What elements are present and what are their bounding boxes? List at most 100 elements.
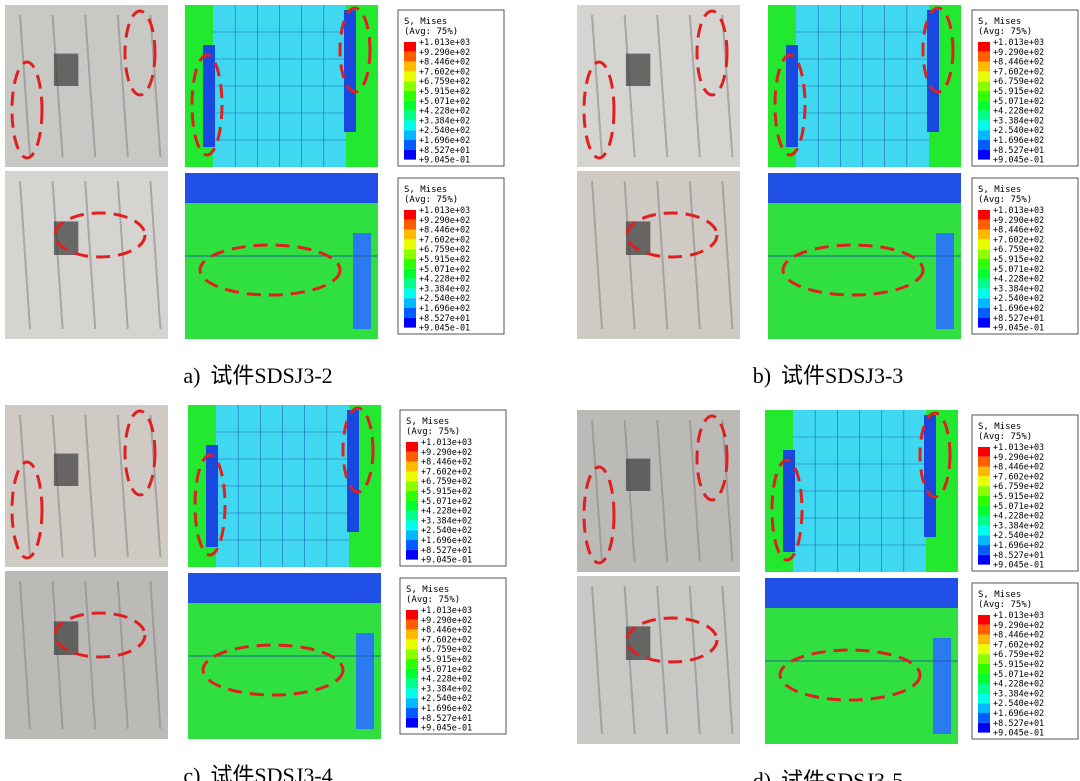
legend-level: +9.045e-01 xyxy=(419,324,470,334)
legend-swatch xyxy=(978,42,990,52)
legend-swatch xyxy=(406,500,418,511)
legend-level: +3.384e+02 xyxy=(993,116,1044,126)
legend-level: +5.071e+02 xyxy=(993,502,1044,512)
photo-detail xyxy=(656,419,669,563)
legend-level: +8.527e+01 xyxy=(993,146,1044,156)
legend-swatch xyxy=(978,110,990,121)
fea-region xyxy=(185,173,378,203)
photo-detail xyxy=(84,414,97,558)
legend-level: +7.602e+02 xyxy=(419,67,470,77)
legend-swatch xyxy=(978,486,990,496)
caption-label: a) xyxy=(183,363,200,388)
legend-swatch xyxy=(404,278,416,289)
legend-swatch xyxy=(406,481,418,491)
legend-level: +8.446e+02 xyxy=(993,631,1044,641)
legend-level: +2.540e+02 xyxy=(993,294,1044,304)
legend-level: +6.759e+02 xyxy=(421,477,472,487)
legend-level: +5.071e+02 xyxy=(993,97,1044,107)
fea-plate xyxy=(783,450,795,552)
photo-detail xyxy=(149,414,162,558)
marker-ellipse xyxy=(198,243,342,297)
photo-detail xyxy=(84,180,97,330)
legend-level: +5.915e+02 xyxy=(993,255,1044,265)
legend-level: +8.527e+01 xyxy=(421,714,472,724)
legend-swatch xyxy=(404,229,416,240)
legend-swatch xyxy=(406,530,418,540)
legend-swatch xyxy=(978,140,990,150)
legend-swatch xyxy=(978,259,990,269)
legend-swatch xyxy=(404,149,416,160)
marker-ellipse xyxy=(773,53,807,157)
legend-level: +1.696e+02 xyxy=(421,536,472,546)
legend-level: +8.446e+02 xyxy=(993,58,1044,68)
legend-level: +7.602e+02 xyxy=(993,67,1044,77)
marker-ellipse xyxy=(918,411,952,499)
legend-level: +3.384e+02 xyxy=(421,516,472,526)
legend-swatch xyxy=(406,717,418,728)
legend-level: +3.384e+02 xyxy=(421,684,472,694)
legend-level: +8.446e+02 xyxy=(419,226,470,236)
legend-swatch xyxy=(978,476,990,487)
legend-level: +9.290e+02 xyxy=(419,48,470,58)
legend-level: +7.602e+02 xyxy=(421,467,472,477)
legend-swatch xyxy=(406,639,418,650)
legend-swatch xyxy=(406,629,418,640)
legend-level: +2.540e+02 xyxy=(421,694,472,704)
legend-swatch xyxy=(978,91,990,101)
legend-level: +2.540e+02 xyxy=(993,126,1044,136)
legend-level: +7.602e+02 xyxy=(993,235,1044,245)
marker-ellipse xyxy=(123,409,157,497)
photo-detail xyxy=(84,14,97,158)
legend-title: S, Mises xyxy=(404,17,447,27)
legend-swatch xyxy=(978,219,990,230)
legend-level: +1.696e+02 xyxy=(993,541,1044,551)
legend-swatch xyxy=(404,249,416,259)
caption-text: 试件SDSJ3-3 xyxy=(781,363,903,388)
fea-region xyxy=(768,173,961,203)
legend-level: +9.045e-01 xyxy=(421,556,472,566)
photo-detail xyxy=(149,180,162,330)
legend-level: +1.013e+03 xyxy=(421,438,472,448)
legend-level: +7.602e+02 xyxy=(993,640,1044,650)
legend-swatch xyxy=(406,442,418,452)
photo-detail xyxy=(591,585,603,735)
legend-level: +1.696e+02 xyxy=(419,304,470,314)
legend-level: +5.071e+02 xyxy=(421,665,472,675)
legend-swatch xyxy=(404,120,416,131)
legend-swatch xyxy=(978,505,990,516)
legend-subtitle: (Avg: 75%) xyxy=(978,600,1032,610)
legend-swatch xyxy=(406,698,418,708)
photo-detail xyxy=(688,14,701,158)
legend-level: +5.915e+02 xyxy=(421,655,472,665)
caption-label: c) xyxy=(183,763,200,781)
legend-swatch xyxy=(978,298,990,308)
legend-swatch xyxy=(978,525,990,536)
legend-swatch xyxy=(404,91,416,101)
legend-swatch xyxy=(404,317,416,328)
legend-swatch xyxy=(978,515,990,526)
legend-level: +1.696e+02 xyxy=(993,304,1044,314)
fea-plate xyxy=(206,445,218,547)
legend-swatch xyxy=(978,722,990,733)
legend-level: +8.527e+01 xyxy=(419,314,470,324)
legend-level: +8.446e+02 xyxy=(993,463,1044,473)
legend-level: +5.915e+02 xyxy=(993,492,1044,502)
legend-level: +8.527e+01 xyxy=(993,719,1044,729)
legend-swatch xyxy=(978,100,990,111)
marker-ellipse xyxy=(53,211,147,259)
legend-level: +5.915e+02 xyxy=(419,255,470,265)
legend-subtitle: (Avg: 75%) xyxy=(404,27,458,37)
legend-swatch xyxy=(978,130,990,140)
legend-level: +6.759e+02 xyxy=(419,245,470,255)
photo-detail xyxy=(656,14,669,158)
photo-detail xyxy=(721,180,734,330)
legend-swatch xyxy=(406,668,418,679)
caption: b) 试件SDSJ3-3 xyxy=(753,363,904,388)
legend-swatch xyxy=(406,471,418,482)
legend-level: +8.527e+01 xyxy=(421,546,472,556)
legend-swatch xyxy=(978,61,990,72)
legend-level: +4.228e+02 xyxy=(993,275,1044,285)
legend-level: +8.446e+02 xyxy=(421,458,472,468)
legend-swatch xyxy=(978,51,990,62)
legend-level: +7.602e+02 xyxy=(993,472,1044,482)
